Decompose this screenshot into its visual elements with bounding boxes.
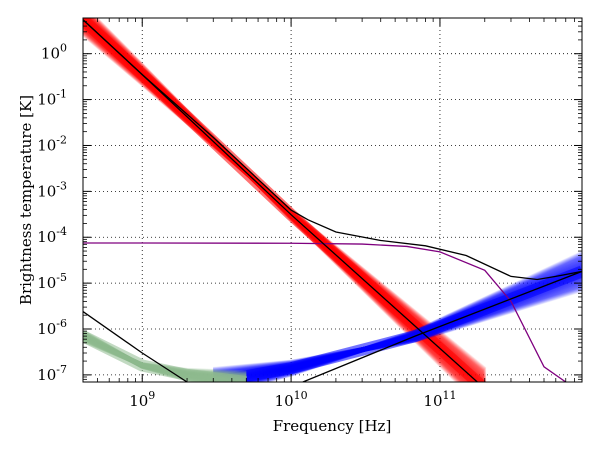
y-tick-label: 100 xyxy=(41,42,67,63)
series-line-5 xyxy=(83,19,479,382)
y-tick-label: 10-5 xyxy=(37,271,67,292)
x-tick-label: 1011 xyxy=(423,389,456,410)
y-tick-label: 10-7 xyxy=(37,363,67,384)
sample-band-1 xyxy=(212,251,582,382)
y-tick-label: 10-4 xyxy=(37,225,67,246)
x-tick-label: 109 xyxy=(129,389,155,410)
sample-band-core xyxy=(83,330,247,382)
series-layer xyxy=(83,18,582,382)
y-tick-label: 10-3 xyxy=(37,179,67,200)
x-axis-label: Frequency [Hz] xyxy=(273,417,392,435)
series-line-4 xyxy=(83,19,582,281)
tick-labels: 109 1010 1011 100 10-1 10-2 10-3 10-4 10-5 10-6 10… xyxy=(37,42,456,410)
series-line-6 xyxy=(302,270,582,382)
y-axis-label: Brightness temperature [K] xyxy=(17,95,35,305)
series-line-7 xyxy=(83,311,188,382)
series-line-3 xyxy=(83,242,567,382)
y-tick-label: 10-2 xyxy=(37,133,67,154)
plot-frame xyxy=(82,17,583,383)
y-tick-label: 10-1 xyxy=(37,88,67,109)
y-tick-label: 10-6 xyxy=(37,317,67,338)
plot-background xyxy=(83,18,582,382)
ticks xyxy=(83,18,582,382)
sample-band-2 xyxy=(83,329,247,382)
x-tick-label: 1010 xyxy=(275,389,308,410)
